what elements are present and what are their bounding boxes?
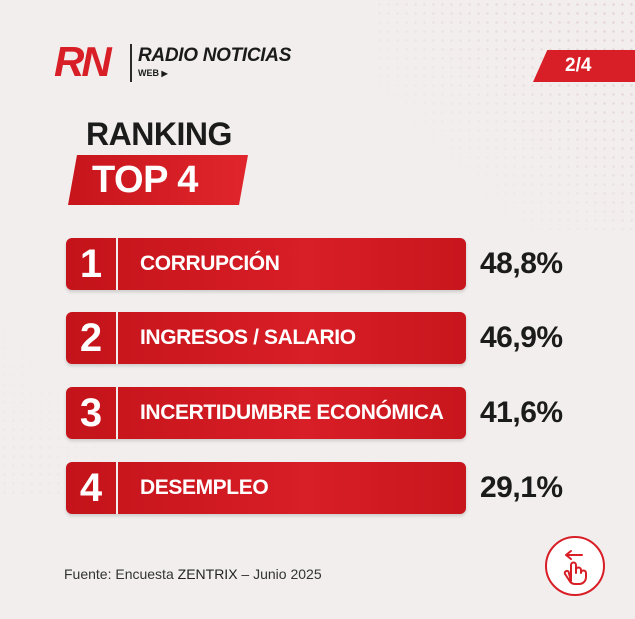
ranking-bar xyxy=(66,387,466,439)
swipe-hand-icon[interactable] xyxy=(544,535,606,597)
rank-label: CORRUPCIÓN xyxy=(140,252,280,275)
ranking-row: 2 INGRESOS / SALARIO 46,9% xyxy=(66,312,563,364)
dot-pattern-top-right xyxy=(375,0,635,230)
rank-value: 48,8% xyxy=(480,247,563,280)
ranking-row: 3 INCERTIDUMBRE ECONÓMICA 41,6% xyxy=(66,387,563,439)
source-suffix: – Junio 2025 xyxy=(241,566,322,582)
rank-number: 1 xyxy=(79,242,103,286)
source-prefix: Fuente: Encuesta xyxy=(64,566,174,582)
rank-number: 3 xyxy=(79,391,103,435)
logo-divider xyxy=(130,44,132,82)
rank-value: 46,9% xyxy=(480,321,563,354)
rank-divider xyxy=(116,238,118,290)
logo-mark: RN xyxy=(54,38,112,85)
ranking-row: 1 CORRUPCIÓN 48,8% xyxy=(66,238,563,290)
page-indicator-label: 2/4 xyxy=(565,55,592,76)
ranking-bar xyxy=(66,238,466,290)
logo-name: RADIO NOTICIAS xyxy=(138,45,292,66)
rank-value: 29,1% xyxy=(480,471,563,504)
rank-label: INCERTIDUMBRE ECONÓMICA xyxy=(140,401,444,424)
logo-sub-label: WEB xyxy=(138,68,159,78)
ranking-row: 4 DESEMPLEO 29,1% xyxy=(66,462,563,514)
play-icon: ▶ xyxy=(161,69,168,78)
heading-badge-label: TOP 4 xyxy=(92,159,198,201)
heading-badge: TOP 4 xyxy=(68,155,248,205)
rank-label: INGRESOS / SALARIO xyxy=(140,326,356,349)
logo-sub: WEB ▶ xyxy=(138,68,168,78)
rank-number: 4 xyxy=(79,466,103,510)
rank-number: 2 xyxy=(79,316,103,360)
ranking-bar xyxy=(66,462,466,514)
rank-divider xyxy=(116,312,118,364)
page-indicator: 2/4 xyxy=(533,50,635,82)
heading-title: RANKING xyxy=(86,116,232,152)
rank-divider xyxy=(116,387,118,439)
rank-label: DESEMPLEO xyxy=(140,476,269,499)
source-note: Fuente: Encuesta ZENTRIX – Junio 2025 xyxy=(64,566,322,582)
ranking-bar xyxy=(66,312,466,364)
source-company: ZENTRIX xyxy=(177,566,238,582)
rank-divider xyxy=(116,462,118,514)
rank-value: 41,6% xyxy=(480,396,563,429)
